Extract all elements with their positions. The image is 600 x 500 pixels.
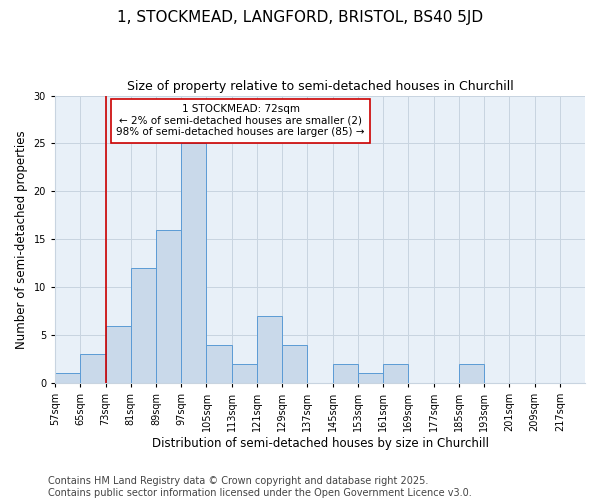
Title: Size of property relative to semi-detached houses in Churchill: Size of property relative to semi-detach…	[127, 80, 514, 93]
Y-axis label: Number of semi-detached properties: Number of semi-detached properties	[15, 130, 28, 348]
Bar	[55, 374, 80, 383]
Text: 1 STOCKMEAD: 72sqm
← 2% of semi-detached houses are smaller (2)
98% of semi-deta: 1 STOCKMEAD: 72sqm ← 2% of semi-detached…	[116, 104, 365, 138]
Bar	[181, 144, 206, 383]
Bar	[80, 354, 106, 383]
X-axis label: Distribution of semi-detached houses by size in Churchill: Distribution of semi-detached houses by …	[152, 437, 488, 450]
Bar	[106, 326, 131, 383]
Bar	[131, 268, 156, 383]
Text: 1, STOCKMEAD, LANGFORD, BRISTOL, BS40 5JD: 1, STOCKMEAD, LANGFORD, BRISTOL, BS40 5J…	[117, 10, 483, 25]
Bar	[257, 316, 282, 383]
Bar	[282, 344, 307, 383]
Bar	[383, 364, 409, 383]
Bar	[459, 364, 484, 383]
Bar	[206, 344, 232, 383]
Bar	[358, 374, 383, 383]
Bar	[156, 230, 181, 383]
Bar	[332, 364, 358, 383]
Bar	[232, 364, 257, 383]
Text: Contains HM Land Registry data © Crown copyright and database right 2025.
Contai: Contains HM Land Registry data © Crown c…	[48, 476, 472, 498]
